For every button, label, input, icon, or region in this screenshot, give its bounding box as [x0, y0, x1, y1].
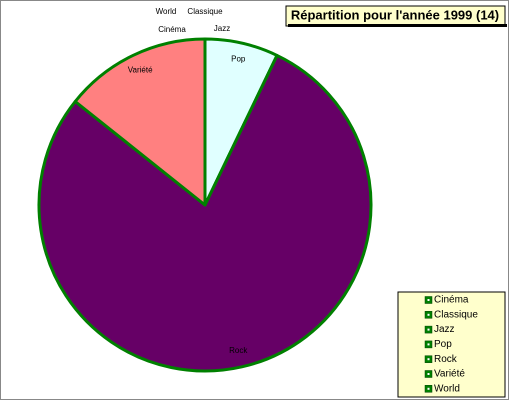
pie-slice [37, 53, 373, 373]
legend-label: World [434, 383, 460, 394]
legend-marker-dot [427, 328, 430, 331]
legend-label: Classique [434, 309, 478, 320]
chart-title: Répartition pour l'année 1999 (14) [291, 7, 499, 22]
slice-label: Variété [128, 66, 153, 75]
legend-marker-dot [427, 299, 430, 301]
slice-label: World [156, 7, 177, 16]
legend-box [397, 291, 506, 398]
legend-marker-dot [427, 313, 430, 316]
legend-marker-dot [427, 373, 430, 375]
pie-slice [73, 37, 207, 207]
legend-label: Jazz [434, 324, 455, 335]
legend-marker-dot [427, 387, 430, 390]
slice-label: Pop [231, 54, 246, 63]
title-shadow [288, 24, 507, 27]
legend-label: Rock [434, 354, 458, 365]
slice-label: Rock [229, 346, 248, 355]
slice-label: Classique [187, 7, 223, 16]
legend-label: Pop [434, 339, 452, 350]
slice-label: Cinéma [158, 25, 186, 34]
slice-label: Jazz [214, 24, 230, 33]
legend-label: Variété [434, 369, 465, 380]
legend-marker-dot [427, 343, 430, 346]
legend-marker-dot [427, 358, 430, 361]
legend: Cinéma Classique Jazz Pop Rock Variété World [424, 295, 478, 394]
legend-label: Cinéma [434, 295, 469, 306]
